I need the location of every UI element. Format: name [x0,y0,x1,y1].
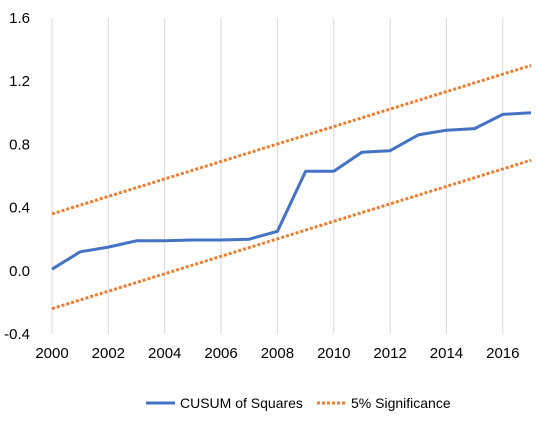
x-tick-label: 2016 [486,345,519,362]
y-tick-label: 0.8 [9,136,30,153]
y-tick-label: 1.2 [9,73,30,90]
x-tick-label: 2002 [92,345,125,362]
x-tick-label: 2008 [261,345,294,362]
x-tick-label: 2012 [373,345,406,362]
cusum-squares-line-0 [51,111,532,271]
significance-bound-line-2 [51,158,532,311]
x-tick-label: 2000 [35,345,68,362]
significance-bound-line-1 [51,63,532,216]
x-axis-ticks: 2000 2002 2004 2006 2008 2010 2012 2014 2016 [35,345,519,362]
x-tick-label: 2014 [430,345,463,362]
grid-lines [51,18,504,334]
legend: CUSUM of Squares 5% Significance [146,395,451,411]
x-tick-label: 2004 [148,345,181,362]
x-tick-label: 2010 [317,345,350,362]
series-lines [51,63,532,311]
y-tick-label: 0.0 [9,263,30,280]
x-tick-label: 2006 [204,345,237,362]
legend-label: CUSUM of Squares [180,395,303,411]
y-tick-label: -0.4 [4,326,30,343]
y-tick-label: 0.4 [9,200,30,217]
y-tick-label: 1.6 [9,10,30,27]
legend-label: 5% Significance [351,395,451,411]
y-axis-ticks: -0.4 0.0 0.4 0.8 1.2 1.6 [4,10,30,343]
